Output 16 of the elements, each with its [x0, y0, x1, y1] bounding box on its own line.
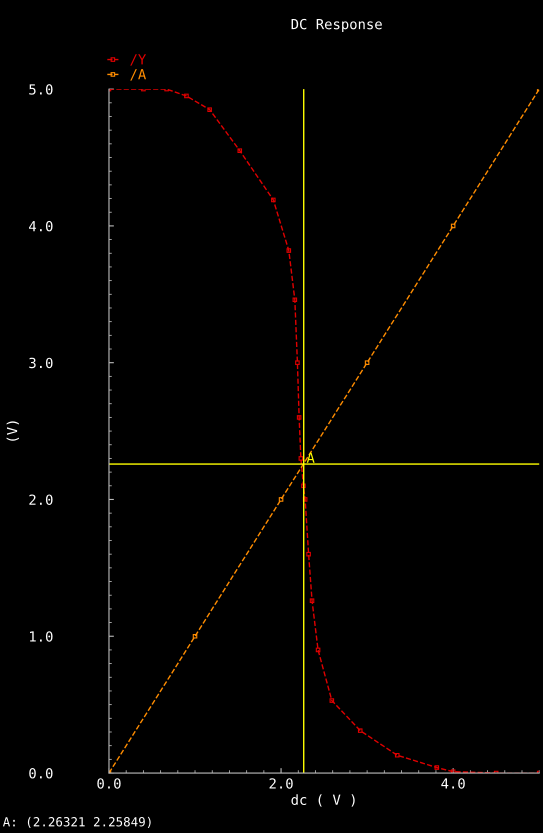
annotation: A: [306, 452, 315, 463]
y-axis-title: (V): [6, 421, 19, 441]
y-tick-label: 1.0: [30, 631, 53, 642]
y-tick-label: 5.0: [29, 84, 53, 95]
legend-label: /Y: [130, 54, 146, 66]
x-axis-title: dc ( V ): [291, 794, 355, 807]
x-tick-label: 4.0: [441, 778, 465, 789]
y-tick-label: 0.0: [29, 768, 53, 779]
text: A: (2.26321 2.25849): [2, 816, 151, 828]
chart-title: DC Response: [292, 18, 382, 32]
x-tick-label: 0.0: [97, 778, 121, 789]
x-tick-label: 2.0: [270, 778, 293, 789]
y-tick-label: 2.0: [29, 494, 53, 505]
y-tick-label: 4.0: [29, 220, 53, 232]
y-tick-label: 3.0: [29, 358, 53, 368]
legend-label: /A: [130, 69, 146, 81]
